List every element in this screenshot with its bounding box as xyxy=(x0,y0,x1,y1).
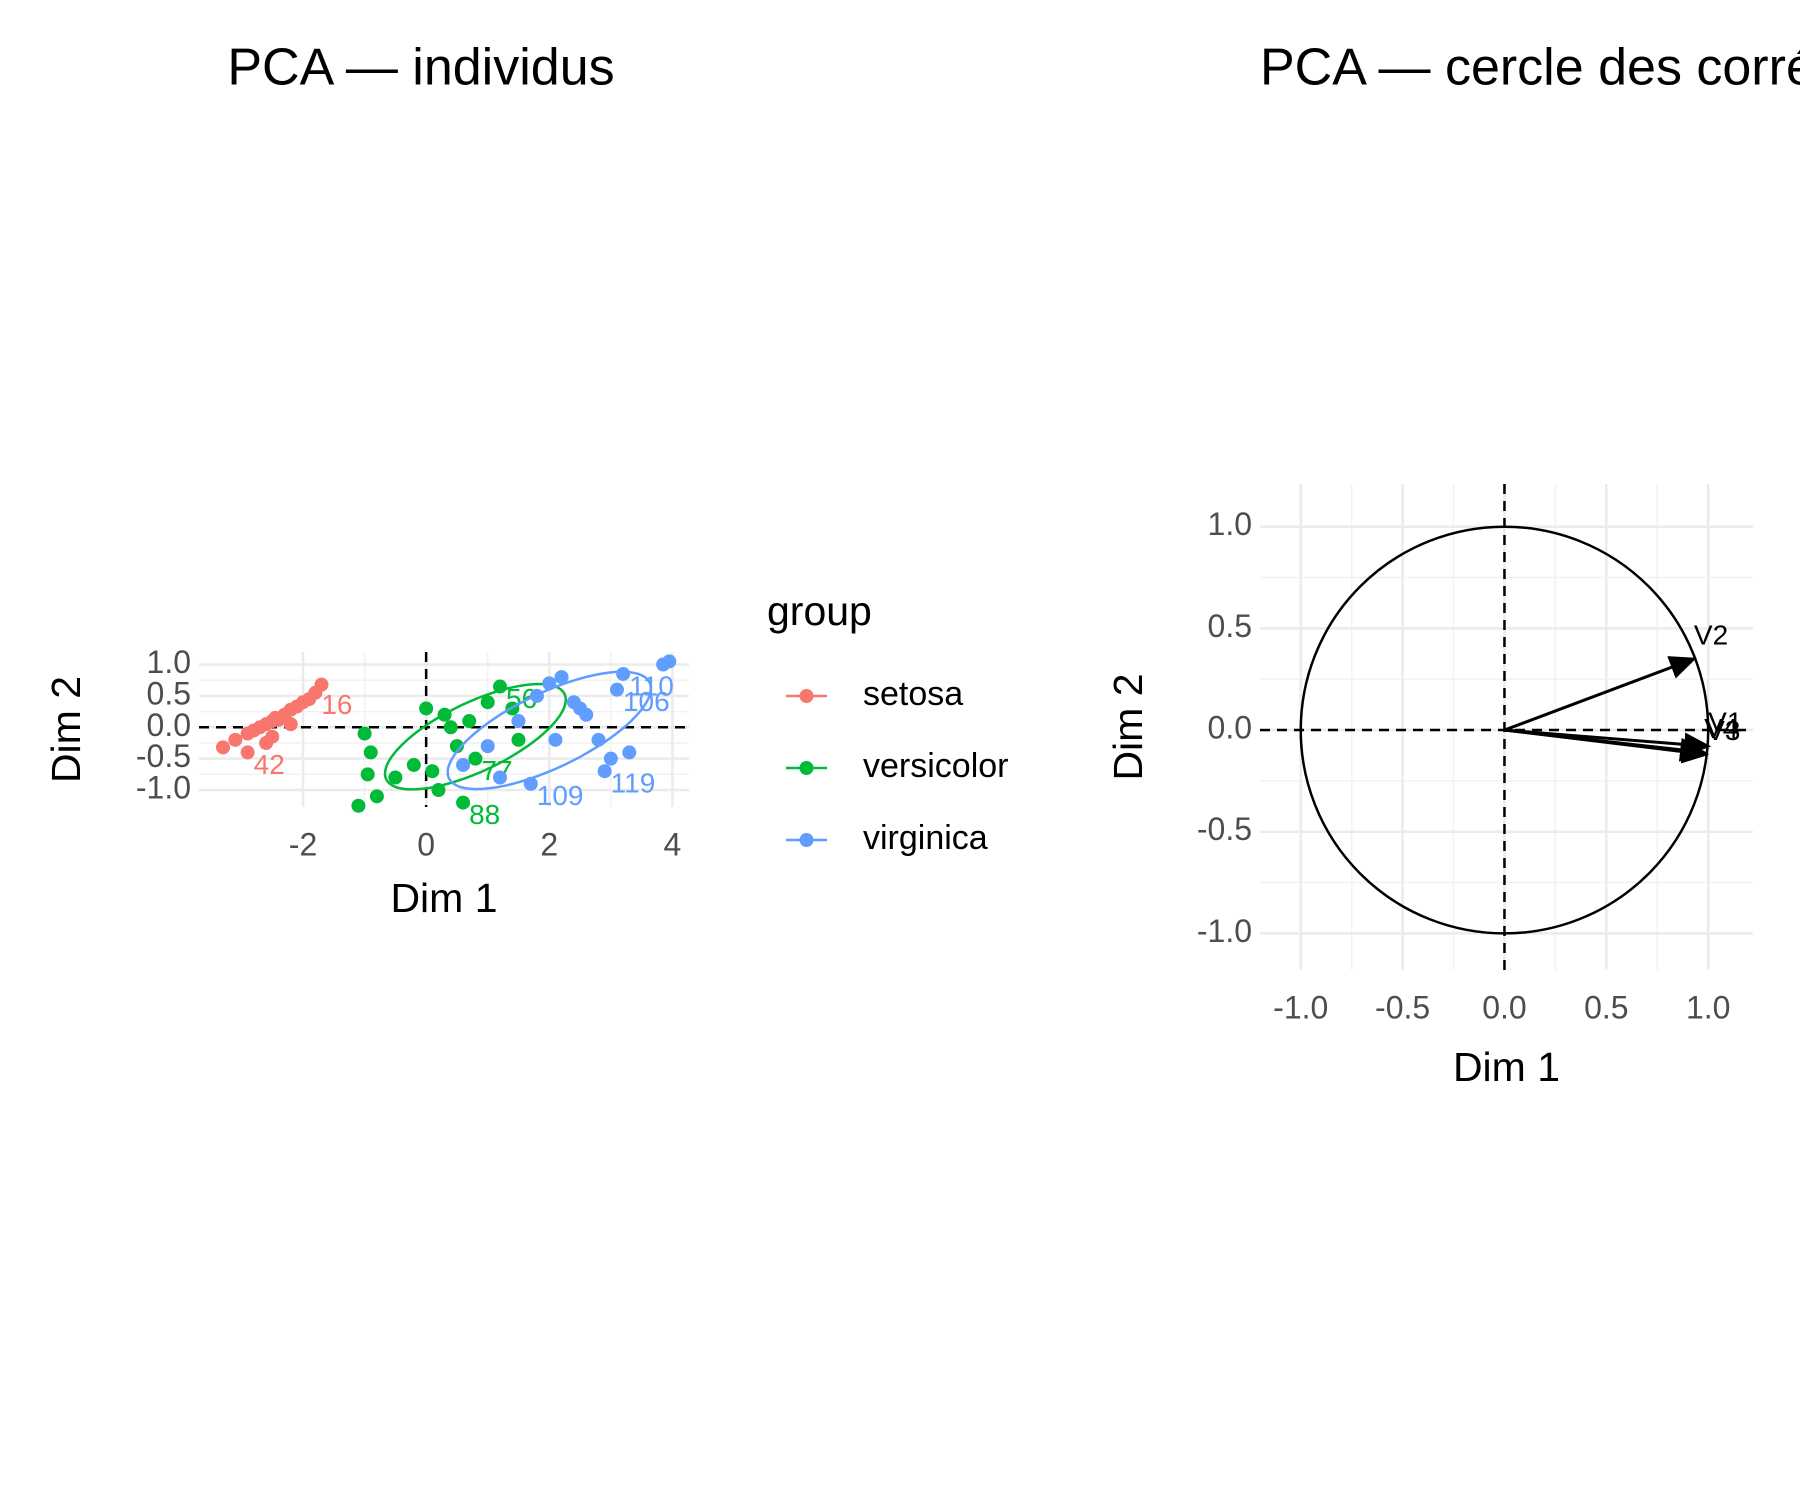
y-tick-label: -0.5 xyxy=(136,738,191,774)
y-tick-label: 0.5 xyxy=(147,675,191,711)
y-tick-label: 1.0 xyxy=(147,644,191,680)
legend-title: group xyxy=(767,588,872,634)
point-label: 119 xyxy=(611,768,656,799)
point-label: 88 xyxy=(469,799,500,830)
point-label: 42 xyxy=(254,749,285,780)
point xyxy=(443,720,458,735)
x-tick-label: -2 xyxy=(289,826,317,862)
point xyxy=(449,739,464,754)
point xyxy=(597,764,612,779)
y-axis-title: Dim 2 xyxy=(1105,673,1151,780)
point xyxy=(456,757,471,772)
loading-arrow xyxy=(1504,728,1708,762)
y-axis-title: Dim 2 xyxy=(43,676,89,783)
point-label: 16 xyxy=(321,689,352,720)
x-tick-label: 4 xyxy=(663,826,681,862)
point xyxy=(283,717,298,732)
point xyxy=(360,767,375,782)
point xyxy=(511,714,526,729)
point xyxy=(419,701,434,716)
loading-arrow xyxy=(1503,656,1697,732)
point xyxy=(369,789,384,804)
point xyxy=(425,764,440,779)
variable-label: V2 xyxy=(1694,619,1728,650)
y-tick-label: -0.5 xyxy=(1197,811,1252,847)
variable-label: V3 xyxy=(1706,715,1740,746)
chart-title: PCA — individus xyxy=(227,39,614,97)
point xyxy=(511,732,526,747)
point xyxy=(363,745,378,760)
x-tick-label: 0.5 xyxy=(1584,989,1628,1025)
chart-title: PCA — cercle des corrélations xyxy=(1260,39,1800,97)
legend-label: setosa xyxy=(863,675,963,713)
point xyxy=(456,795,471,810)
point xyxy=(480,739,495,754)
x-tick-label: 0 xyxy=(417,826,435,862)
point-label: 109 xyxy=(537,780,584,811)
point xyxy=(259,735,274,750)
point xyxy=(493,770,508,785)
point xyxy=(603,751,618,766)
legend-key xyxy=(799,689,814,703)
point xyxy=(480,695,495,710)
point xyxy=(554,670,569,685)
point xyxy=(406,757,421,772)
point xyxy=(468,751,483,766)
point xyxy=(548,732,563,747)
y-tick-label: 1.0 xyxy=(1208,506,1252,542)
point xyxy=(609,682,624,697)
x-tick-label: -1.0 xyxy=(1273,989,1328,1025)
variable-label: V4 xyxy=(1704,713,1738,744)
x-tick-label: 0.0 xyxy=(1482,989,1526,1025)
legend-key xyxy=(799,761,814,775)
legend-label: virginica xyxy=(863,819,988,857)
legend-key xyxy=(799,833,814,847)
x-axis-title: Dim 1 xyxy=(1453,1044,1560,1090)
y-tick-label: 0.0 xyxy=(1208,710,1252,746)
y-tick-label: -1.0 xyxy=(1197,913,1252,949)
point xyxy=(662,654,677,669)
point xyxy=(351,798,366,813)
point xyxy=(573,701,588,716)
point xyxy=(240,745,255,760)
y-tick-label: -1.0 xyxy=(136,770,191,806)
point xyxy=(228,732,243,747)
point xyxy=(622,745,637,760)
point xyxy=(216,740,231,755)
x-axis-title: Dim 1 xyxy=(390,875,497,921)
point xyxy=(616,666,631,681)
x-tick-label: -0.5 xyxy=(1375,989,1430,1025)
point xyxy=(388,770,403,785)
y-tick-label: 0.0 xyxy=(147,707,191,743)
confidence-ellipse xyxy=(446,670,653,791)
variable-label: V1 xyxy=(1708,707,1742,738)
y-tick-label: 0.5 xyxy=(1208,608,1252,644)
x-tick-label: 2 xyxy=(540,826,558,862)
x-tick-label: 1.0 xyxy=(1686,989,1730,1025)
unit-circle xyxy=(1299,525,1710,935)
point xyxy=(462,714,477,729)
point xyxy=(357,726,372,741)
confidence-ellipse xyxy=(383,682,568,791)
point xyxy=(314,677,329,692)
legend-label: versicolor xyxy=(863,747,1008,785)
